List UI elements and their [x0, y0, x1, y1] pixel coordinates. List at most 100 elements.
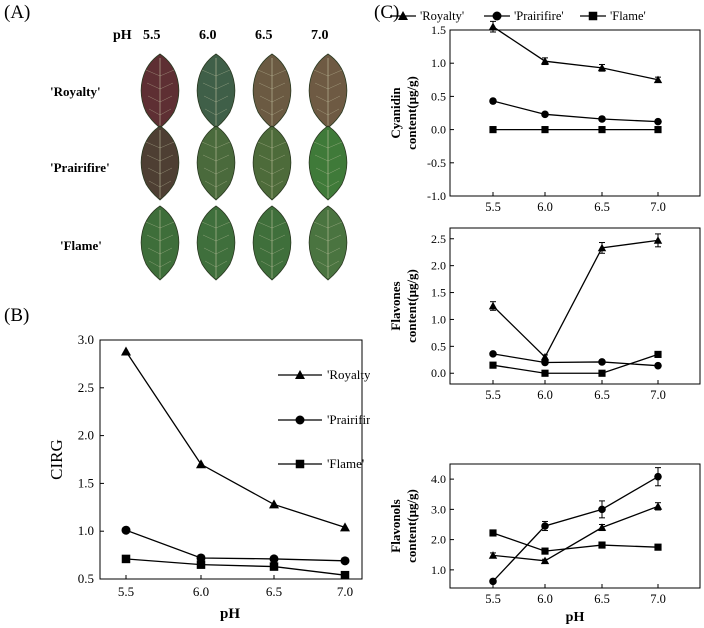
leaf-vein [315, 247, 329, 255]
ph-header-6-0: 6.0 [199, 28, 217, 43]
leaf-vein [314, 82, 329, 90]
data-point [654, 361, 662, 370]
leaf-vein [159, 141, 175, 149]
y-tick-label: 3.0 [78, 332, 94, 347]
leaf-vein [148, 108, 161, 116]
leaf-vein [203, 167, 217, 175]
y-tick-label: 2.0 [78, 428, 94, 443]
leaf-vein [215, 69, 231, 77]
leaf-vein [257, 69, 273, 77]
leaf-photo-r1-c1 [140, 53, 180, 129]
y-axis-label-line1: Flavones [388, 281, 403, 330]
leaf-vein [148, 180, 161, 188]
leaf-vein [327, 108, 340, 116]
subplot-c-cyanidin: -1.0 -0.5 0.0 0.5 1.0 1.5 5.5 6.0 6.5 7.0 Cyanidin… [388, 20, 701, 214]
series-line [125, 529, 346, 562]
y-tick-label: 1.0 [431, 563, 446, 577]
leaf-vein [327, 221, 343, 229]
y-axis-label-line2: content(μg/g) [404, 489, 419, 563]
x-tick-label: 5.5 [485, 388, 501, 402]
leaf-vein [271, 95, 285, 103]
leaf-vein [327, 154, 342, 162]
data-point [489, 126, 497, 134]
data-point [541, 358, 549, 367]
legend-label: 'Flame' [610, 9, 646, 23]
plot-frame [449, 463, 701, 589]
y-axis-label-line2: content(μg/g) [404, 76, 419, 150]
leaf-vein [215, 154, 230, 162]
plot-frame [449, 29, 701, 197]
ph-header-prefix: pH [113, 28, 132, 43]
data-point [121, 525, 131, 535]
data-point [196, 459, 206, 469]
data-point [269, 562, 279, 571]
x-tick-label: 5.5 [485, 200, 501, 214]
leaf-photo-r3-c4 [308, 205, 348, 281]
leaf-vein [258, 154, 273, 162]
data-point [653, 502, 663, 510]
leaf-vein [215, 234, 230, 242]
y-tick-label: 2.0 [431, 533, 446, 547]
leaf-vein [271, 108, 284, 116]
data-point [540, 556, 550, 565]
leaf-vein [271, 69, 287, 77]
x-tick-label: 6.5 [594, 388, 610, 402]
x-tick-label: 6.0 [193, 584, 209, 599]
leaf-vein [257, 221, 273, 229]
y-tick-label: 1.0 [431, 56, 446, 70]
series-line [492, 353, 659, 374]
y-axis-label-line2: content(μg/g) [404, 269, 419, 343]
leaf-vein [204, 180, 217, 188]
data-point [540, 57, 550, 65]
leaf-vein [145, 141, 161, 149]
legend-label: 'Flame' [327, 456, 364, 471]
series-line [492, 239, 659, 359]
data-point [269, 554, 279, 564]
leaf-vein [271, 221, 287, 229]
series-line [492, 532, 659, 552]
y-tick-label: 4.0 [431, 472, 446, 486]
leaf-photo-r3-c3 [252, 205, 292, 281]
y-tick-label: 1.0 [431, 312, 446, 326]
legend-label: 'Royalty' [420, 9, 464, 23]
cultivar-label-royalty: 'Royalty' [50, 84, 101, 99]
leaf-vein [327, 260, 340, 268]
leaf-vein [316, 108, 329, 116]
leaf-vein [201, 141, 217, 149]
cultivar-label-prairifire: 'Prairifire' [50, 160, 110, 175]
leaf-vein [215, 247, 229, 255]
leaf-vein [146, 154, 161, 162]
data-point [598, 541, 606, 549]
leaf-vein [159, 221, 175, 229]
legend-marker [492, 11, 502, 21]
leaf-vein [202, 234, 217, 242]
leaf-vein [327, 82, 342, 90]
anthocyanin-charts: 'Royalty' 'Prairifire' 'Flame'-1.0-0.50.00… [388, 9, 701, 625]
data-point [598, 358, 606, 366]
x-tick-label: 5.5 [118, 584, 134, 599]
data-point [196, 553, 206, 563]
leaf-vein [159, 180, 172, 188]
leaf-vein [271, 154, 286, 162]
data-point [598, 369, 606, 377]
leaf-vein [260, 260, 273, 268]
leaf-vein [215, 141, 231, 149]
leaf-photo-r2-c1 [140, 125, 180, 201]
leaf-vein [260, 108, 273, 116]
x-tick-label: 7.0 [650, 592, 666, 606]
leaf-vein [327, 141, 343, 149]
leaf-vein [313, 141, 329, 149]
panel-label-a: (A) [4, 2, 31, 23]
leaf-vein [257, 141, 273, 149]
y-tick-label: 0.5 [431, 339, 446, 353]
leaf-vein [271, 82, 286, 90]
leaf-vein [203, 95, 217, 103]
data-point [654, 543, 662, 551]
data-point [489, 350, 497, 358]
leaf-vein [327, 180, 340, 188]
leaf-vein [316, 180, 329, 188]
data-point [488, 22, 498, 31]
data-point [653, 236, 663, 244]
y-tick-label: -0.5 [427, 156, 446, 170]
leaf-vein [271, 180, 284, 188]
